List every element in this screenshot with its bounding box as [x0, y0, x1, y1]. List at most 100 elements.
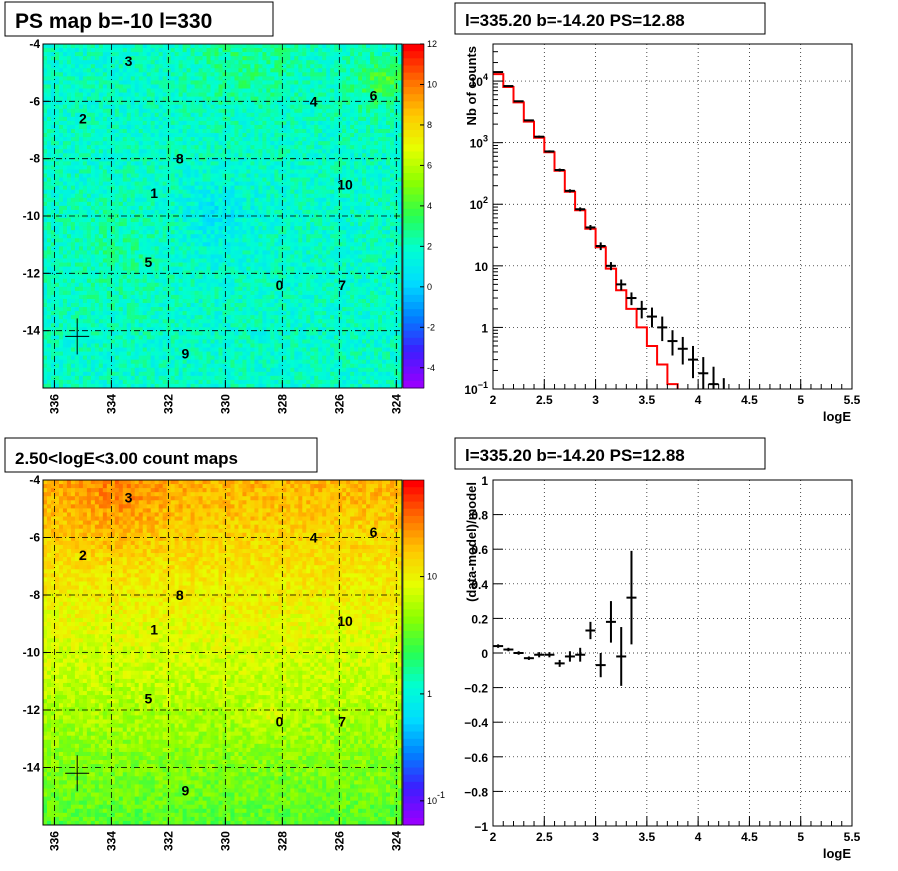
colorbar-segment — [403, 501, 424, 510]
colorbar-segment — [403, 487, 424, 495]
source-label: 6 — [370, 524, 378, 540]
source-label: 5 — [145, 691, 153, 707]
data-point — [513, 100, 524, 103]
colorbar-segment — [403, 115, 424, 124]
x-tick-label: 2.5 — [536, 830, 553, 844]
colorbar-segment — [403, 337, 424, 346]
colorbar-segment — [403, 810, 424, 819]
colorbar-segment — [403, 194, 424, 203]
source-label: 4 — [310, 93, 318, 109]
x-tick-label: 3 — [592, 830, 599, 844]
y-tick-label: -14 — [23, 324, 41, 338]
colorbar-segment — [403, 508, 424, 517]
y-tick-label: −0.6 — [464, 751, 488, 765]
y-tick-label: 0.2 — [471, 612, 488, 626]
y-tick-label: -12 — [23, 266, 41, 280]
x-tick-label: 3.5 — [639, 393, 656, 407]
data-point — [605, 262, 616, 271]
x-tick-label: 5 — [797, 393, 804, 407]
colorbar-segment — [403, 595, 424, 603]
colorbar-segment — [403, 573, 424, 582]
source-label: 1 — [150, 622, 158, 638]
y-tick-label: -6 — [29, 531, 40, 545]
data-point — [708, 366, 719, 389]
plot-panel-1: 2 2.5 3 3.5 4 4.5 5 5.5 10−1 1 10 102 103 104 logE Nb o… — [454, 2, 861, 424]
colorbar-segment — [403, 216, 424, 224]
colorbar-label: 1 — [427, 689, 432, 699]
data-point — [523, 119, 534, 122]
colorbar-label: 2 — [427, 241, 432, 251]
heatmap-panel-2: 336 334 332 330 328 326 324 -4 -6 -8 -10 -12 -14 0 1 2 3… — [4, 437, 445, 851]
colorbar-segment — [403, 72, 424, 81]
colorbar-segment — [403, 781, 424, 790]
panel-title: l=335.20 b=-14.20 PS=12.88 — [465, 11, 685, 30]
colorbar-label: 0 — [427, 282, 432, 292]
colorbar-segment — [403, 359, 424, 367]
y-tick-label: 1 — [481, 474, 488, 488]
colorbar-segment — [403, 515, 424, 524]
colorbar-segment — [403, 201, 424, 210]
colorbar-segment — [403, 796, 424, 804]
panel-title-box — [4, 1, 274, 37]
data-point — [616, 279, 627, 291]
source-label: 9 — [182, 783, 190, 799]
colorbar-segment — [403, 652, 424, 661]
panel-title-box — [454, 2, 766, 35]
source-label: 3 — [125, 489, 133, 505]
colorbar-segment — [403, 173, 424, 181]
colorbar-segment — [403, 158, 424, 167]
colorbar-label: -4 — [427, 363, 435, 373]
data-point — [616, 627, 627, 686]
source-label: 8 — [176, 151, 184, 167]
x-tick-label: 3 — [592, 393, 599, 407]
y-tick-label: -4 — [29, 37, 40, 51]
source-label: 2 — [79, 547, 87, 563]
colorbar-segment — [403, 266, 424, 274]
colorbar-label: 10 — [427, 572, 437, 582]
colorbar-segment — [403, 101, 424, 109]
data-point — [636, 300, 647, 319]
colorbar-segment — [403, 688, 424, 697]
colorbar-segment — [403, 767, 424, 776]
data-point — [564, 189, 575, 193]
data-point — [534, 652, 545, 658]
colorbar-label: -2 — [427, 322, 435, 332]
colorbar-segment — [403, 373, 424, 382]
y-tick-label: 104 — [470, 72, 488, 89]
x-tick-label: 332 — [161, 394, 175, 414]
colorbar-segment — [403, 244, 424, 253]
colorbar-segment — [403, 65, 424, 74]
colorbar-segment — [403, 674, 424, 682]
colorbar-segment — [403, 330, 424, 339]
colorbar-label: 10 — [427, 79, 437, 89]
colorbar-segment — [403, 580, 424, 589]
colorbar: 12 10 8 6 4 2 0 -2 -4 — [402, 39, 437, 389]
colorbar-segment — [403, 223, 424, 231]
colorbar-segment — [403, 817, 424, 826]
x-tick-label: 4.5 — [741, 393, 758, 407]
y-tick-label: -6 — [29, 94, 40, 108]
data-point — [585, 225, 596, 231]
heatmap-cells — [43, 480, 403, 826]
source-label: 5 — [145, 254, 153, 270]
y-tick-label: -14 — [23, 761, 41, 775]
colorbar-segment — [403, 480, 424, 488]
colorbar-segment — [403, 774, 424, 783]
y-tick-label: 103 — [470, 134, 488, 151]
colorbar-segment — [403, 366, 424, 375]
data-point — [657, 316, 668, 342]
colorbar-segment — [403, 287, 424, 296]
plot-frame — [492, 43, 853, 390]
colorbar-segment — [403, 710, 424, 718]
colorbar-segment — [403, 702, 424, 711]
colorbar-segment — [403, 51, 424, 59]
panel-title: 2.50<logE<3.00 count maps — [15, 449, 238, 468]
x-tick-label: 330 — [218, 394, 232, 414]
panel-title: l=335.20 b=-14.20 PS=12.88 — [465, 446, 685, 465]
colorbar-segment — [403, 745, 424, 754]
x-tick-label: 324 — [389, 831, 403, 851]
y-tick-label: 0.8 — [471, 509, 488, 523]
y-tick-label: -8 — [29, 588, 40, 602]
colorbar-segment — [403, 180, 424, 188]
x-tick-label: 328 — [275, 394, 289, 414]
